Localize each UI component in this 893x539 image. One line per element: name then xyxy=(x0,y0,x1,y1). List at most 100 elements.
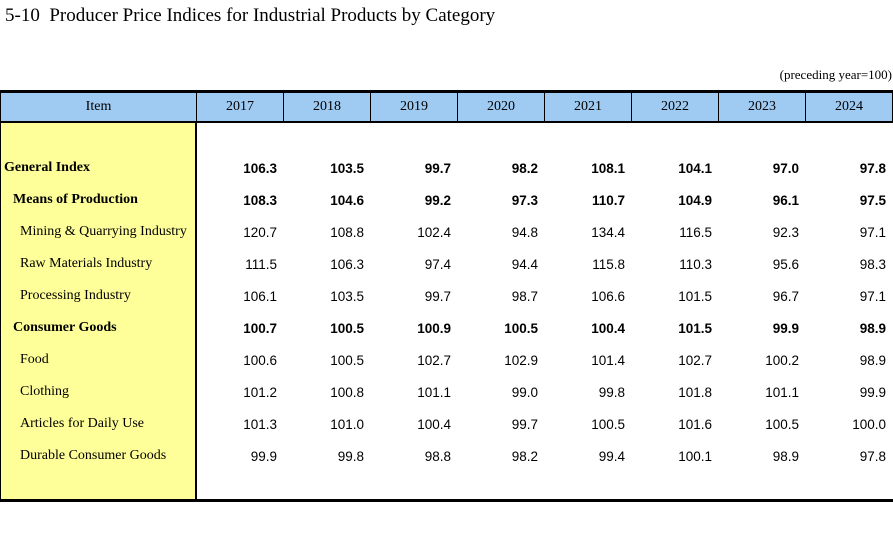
value-cell: 111.5 xyxy=(245,256,277,272)
value-cell: 99.9 xyxy=(250,448,277,464)
value-cell: 99.7 xyxy=(424,288,451,304)
value-cell: 99.8 xyxy=(337,448,364,464)
unit-note: (preceding year=100) xyxy=(779,67,892,82)
table-row: General Index 106.3 103.5 99.7 98.2 108.1 104.… xyxy=(1,152,893,184)
value-cell: 100.0 xyxy=(852,416,886,432)
value-cell: 94.8 xyxy=(511,224,538,240)
value-cell: 106.6 xyxy=(591,288,625,304)
value-cell: 98.2 xyxy=(511,160,538,176)
year-column-header: 2021 xyxy=(545,93,632,121)
value-cell: 101.5 xyxy=(678,288,712,304)
value-cell: 110.7 xyxy=(591,192,625,208)
value-cell: 101.3 xyxy=(243,416,277,432)
stub-spacer-cell xyxy=(1,123,197,152)
value-cell: 101.4 xyxy=(591,352,625,368)
value-cell: 104.9 xyxy=(678,192,712,208)
value-cell: 100.1 xyxy=(678,448,712,464)
page-title: 5-10 Producer Price Indices for Industri… xyxy=(5,5,496,26)
value-cell: 115.8 xyxy=(592,256,625,272)
value-cell: 100.4 xyxy=(417,416,451,432)
value-cell: 100.2 xyxy=(765,352,799,368)
value-cell: 98.9 xyxy=(772,448,799,464)
item-label: Articles for Daily Use xyxy=(1,408,197,440)
value-cell: 100.5 xyxy=(504,320,538,336)
value-cell: 100.5 xyxy=(330,352,364,368)
value-cell: 100.7 xyxy=(243,320,277,336)
table-row: Consumer Goods 100.7 100.5 100.9 100.5 100.4 1… xyxy=(1,312,893,344)
data-rows: General Index 106.3 103.5 99.7 98.2 108.1 104.… xyxy=(1,152,893,472)
table-row: Clothing 101.2 100.8 101.1 99.0 99.8 101.8 101.… xyxy=(1,376,893,408)
value-cell: 99.4 xyxy=(598,448,625,464)
item-label: Mining & Quarrying Industry xyxy=(1,216,197,248)
value-cell: 134.4 xyxy=(591,224,625,240)
year-column-header: 2019 xyxy=(371,93,458,121)
value-cell: 98.9 xyxy=(859,352,886,368)
value-cell: 101.5 xyxy=(678,320,712,336)
value-cell: 97.8 xyxy=(859,160,886,176)
value-cell: 110.3 xyxy=(679,256,712,272)
value-cell: 101.8 xyxy=(678,384,712,400)
value-cell: 101.0 xyxy=(330,416,364,432)
value-cell: 99.0 xyxy=(511,384,538,400)
year-column-header: 2023 xyxy=(719,93,806,121)
value-cell: 99.9 xyxy=(772,320,799,336)
value-cell: 101.2 xyxy=(243,384,277,400)
value-cell: 106.3 xyxy=(330,256,364,272)
year-column-header: 2024 xyxy=(806,93,893,121)
value-cell: 96.1 xyxy=(772,192,799,208)
value-cell: 103.5 xyxy=(330,160,364,176)
value-cell: 104.6 xyxy=(330,192,364,208)
item-column-header: Item xyxy=(1,93,197,121)
value-cell: 100.4 xyxy=(591,320,625,336)
value-cell: 108.8 xyxy=(330,224,364,240)
value-cell: 99.7 xyxy=(511,416,538,432)
item-label: Consumer Goods xyxy=(1,312,197,344)
table-row: Durable Consumer Goods 99.9 99.8 98.8 98.2 99… xyxy=(1,440,893,472)
ppi-table: Item 2017 2018 2019 2020 2021 2022 2023 2024 Ge… xyxy=(0,90,893,502)
year-column-header: 2022 xyxy=(632,93,719,121)
value-cell: 100.5 xyxy=(330,320,364,336)
item-label: Raw Materials Industry xyxy=(1,248,197,280)
value-cell: 108.3 xyxy=(243,192,277,208)
table-header-row: Item 2017 2018 2019 2020 2021 2022 2023 2024 xyxy=(0,93,893,123)
item-label: Clothing xyxy=(1,376,197,408)
value-cell: 102.7 xyxy=(678,352,712,368)
value-cell: 98.3 xyxy=(859,256,886,272)
table-row: Articles for Daily Use 101.3 101.0 100.4 99.… xyxy=(1,408,893,440)
value-cell: 120.7 xyxy=(243,224,277,240)
spacer-row-bottom xyxy=(1,472,893,499)
value-cell: 106.3 xyxy=(243,160,277,176)
value-cell: 101.1 xyxy=(417,384,451,400)
value-cell: 104.1 xyxy=(678,160,712,176)
value-cell: 98.8 xyxy=(424,448,451,464)
value-cell: 97.0 xyxy=(772,160,799,176)
year-column-header: 2017 xyxy=(197,93,284,121)
value-cell: 97.4 xyxy=(424,256,451,272)
value-cell: 100.5 xyxy=(591,416,625,432)
value-cell: 101.1 xyxy=(765,384,799,400)
value-cell: 102.9 xyxy=(504,352,538,368)
value-cell: 102.4 xyxy=(417,224,451,240)
value-cell: 94.4 xyxy=(511,256,538,272)
value-cell: 99.8 xyxy=(598,384,625,400)
table-body: General Index 106.3 103.5 99.7 98.2 108.1 104.… xyxy=(0,123,893,499)
item-label: General Index xyxy=(1,152,197,184)
value-cell: 96.7 xyxy=(772,288,799,304)
year-column-header: 2020 xyxy=(458,93,545,121)
value-cell: 99.9 xyxy=(859,384,886,400)
value-cell: 98.7 xyxy=(511,288,538,304)
value-cell: 100.8 xyxy=(330,384,364,400)
year-column-header: 2018 xyxy=(284,93,371,121)
value-cell: 97.1 xyxy=(859,224,886,240)
value-cell: 97.1 xyxy=(859,288,886,304)
item-label: Processing Industry xyxy=(1,280,197,312)
value-cell: 100.6 xyxy=(243,352,277,368)
spacer-row-top xyxy=(1,123,893,152)
value-cell: 95.6 xyxy=(772,256,799,272)
value-cell: 100.5 xyxy=(765,416,799,432)
table-row: Means of Production 108.3 104.6 99.2 97.3 110… xyxy=(1,184,893,216)
table-row: Raw Materials Industry 111.5 106.3 97.4 94.4… xyxy=(1,248,893,280)
table-row: Food 100.6 100.5 102.7 102.9 101.4 102.7 100.2 9… xyxy=(1,344,893,376)
item-label: Means of Production xyxy=(1,184,197,216)
